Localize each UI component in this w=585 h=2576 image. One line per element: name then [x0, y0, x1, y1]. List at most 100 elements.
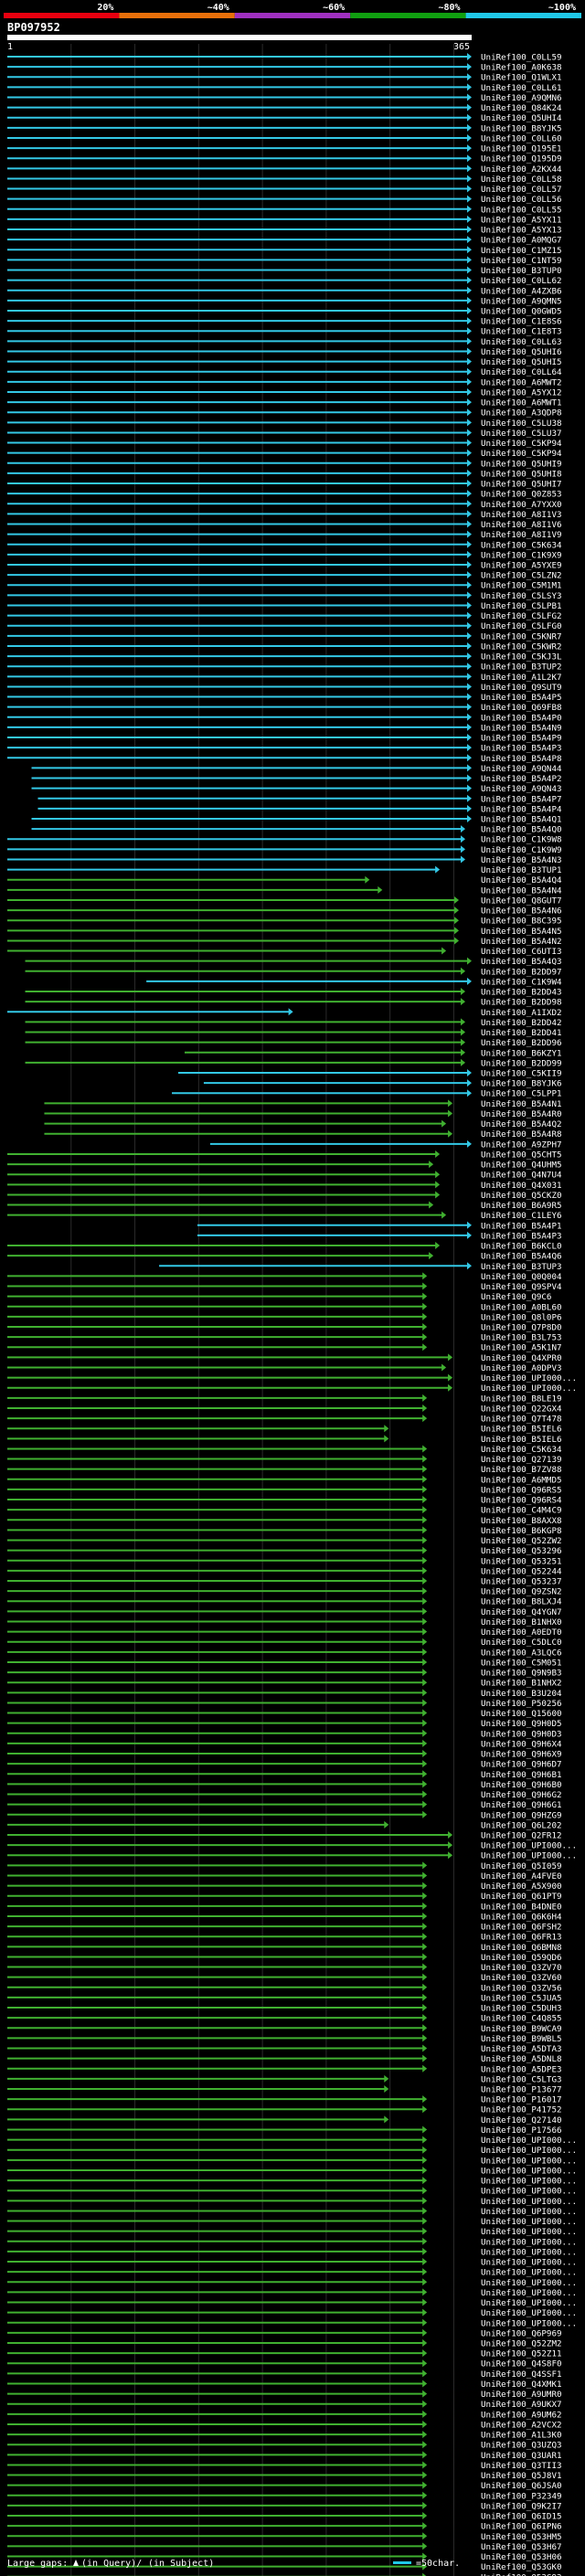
- hit-name[interactable]: UniRef100_B5A4P4: [481, 804, 562, 814]
- hit-name[interactable]: UniRef100_B2DD97: [481, 967, 562, 977]
- hit-name[interactable]: UniRef100_A0MQG7: [481, 236, 562, 246]
- hit-name[interactable]: UniRef100_Q2FR12: [481, 1831, 562, 1841]
- hit-name[interactable]: UniRef100_Q3TII3: [481, 2461, 562, 2471]
- hit-name[interactable]: UniRef100_P50256: [481, 1699, 562, 1709]
- hit-name[interactable]: UniRef100_B5A4P3: [481, 744, 562, 754]
- hit-name[interactable]: UniRef100_B5A4Q2: [481, 1119, 562, 1129]
- hit-name[interactable]: UniRef100_B8LXJ4: [481, 1597, 562, 1607]
- hit-name[interactable]: UniRef100_A5DNL8: [481, 2054, 562, 2064]
- hit-name[interactable]: UniRef100_A5X900: [481, 1882, 562, 1892]
- hit-name[interactable]: UniRef100_Q3UZQ3: [481, 2441, 562, 2451]
- hit-name[interactable]: UniRef100_A6MWT1: [481, 398, 562, 408]
- hit-name[interactable]: UniRef100_B3L753: [481, 1333, 562, 1343]
- hit-name[interactable]: UniRef100_B8YJK5: [481, 123, 562, 133]
- hit-name[interactable]: UniRef100_C5LPB1: [481, 601, 562, 611]
- hit-name[interactable]: UniRef100_C5DUH3: [481, 2004, 562, 2014]
- hit-name[interactable]: UniRef100_B2DD99: [481, 1058, 562, 1068]
- hit-name[interactable]: UniRef100_B5A4R8: [481, 1129, 562, 1140]
- hit-name[interactable]: UniRef100_B7ZV88: [481, 1465, 562, 1475]
- hit-name[interactable]: UniRef100_Q6FR13: [481, 1933, 562, 1943]
- hit-name[interactable]: UniRef100_C5LSY3: [481, 591, 562, 601]
- hit-name[interactable]: UniRef100_A5YX12: [481, 387, 562, 398]
- hit-name[interactable]: UniRef100_Q9C6: [481, 1292, 551, 1302]
- hit-name[interactable]: UniRef100_Q5UHI6: [481, 347, 562, 357]
- hit-name[interactable]: UniRef100_Q8GUT7: [481, 896, 562, 906]
- hit-name[interactable]: UniRef100_B5A4P9: [481, 734, 562, 744]
- hit-name[interactable]: UniRef100_Q53H06: [481, 2552, 562, 2562]
- hit-name[interactable]: UniRef100_A4ZXB6: [481, 286, 562, 296]
- hit-name[interactable]: UniRef100_UPI000...: [481, 2318, 577, 2328]
- hit-name[interactable]: UniRef100_B5A4Q6: [481, 1252, 562, 1262]
- hit-name[interactable]: UniRef100_A9QMN6: [481, 93, 562, 103]
- hit-name[interactable]: UniRef100_B5A4N6: [481, 906, 562, 917]
- hit-name[interactable]: UniRef100_UPI000...: [481, 2197, 577, 2207]
- hit-name[interactable]: UniRef100_Q4N7U4: [481, 1171, 562, 1181]
- hit-name[interactable]: UniRef100_Q9SPV4: [481, 1282, 562, 1292]
- hit-name[interactable]: UniRef100_Q4S8F0: [481, 2359, 562, 2369]
- hit-name[interactable]: UniRef100_Q9H6D7: [481, 1760, 562, 1770]
- hit-name[interactable]: UniRef100_UPI000...: [481, 2146, 577, 2156]
- hit-name[interactable]: UniRef100_C5LU37: [481, 429, 562, 439]
- hit-name[interactable]: UniRef100_Q53251: [481, 1556, 562, 1566]
- hit-name[interactable]: UniRef100_UPI000...: [481, 2288, 577, 2298]
- hit-name[interactable]: UniRef100_A9QMN5: [481, 296, 562, 306]
- hit-name[interactable]: UniRef100_Q5UHI9: [481, 459, 562, 469]
- hit-name[interactable]: UniRef100_C0LL56: [481, 195, 562, 205]
- hit-name[interactable]: UniRef100_Q52ZM2: [481, 2339, 562, 2349]
- hit-name[interactable]: UniRef100_A5K1N7: [481, 1343, 562, 1353]
- hit-name[interactable]: UniRef100_Q9H6X4: [481, 1739, 562, 1749]
- hit-name[interactable]: UniRef100_Q53HM5: [481, 2532, 562, 2542]
- hit-name[interactable]: UniRef100_Q3ZV60: [481, 1973, 562, 1983]
- hit-name[interactable]: UniRef100_C5DLC0: [481, 1638, 562, 1648]
- hit-name[interactable]: UniRef100_C0LL57: [481, 185, 562, 195]
- hit-name[interactable]: UniRef100_Q53296: [481, 1546, 562, 1556]
- hit-name[interactable]: UniRef100_C5K634: [481, 540, 562, 550]
- hit-name[interactable]: UniRef100_C5KP94: [481, 449, 562, 459]
- hit-name[interactable]: UniRef100_Q69FB8: [481, 703, 562, 713]
- hit-name[interactable]: UniRef100_B5A4P5: [481, 693, 562, 703]
- hit-name[interactable]: UniRef100_A5YX13: [481, 226, 562, 236]
- hit-name[interactable]: UniRef100_UPI000...: [481, 2268, 577, 2278]
- hit-name[interactable]: UniRef100_C5LZN2: [481, 571, 562, 581]
- hit-name[interactable]: UniRef100_C1K9W9: [481, 845, 562, 855]
- hit-name[interactable]: UniRef100_B1NHX2: [481, 1679, 562, 1689]
- hit-name[interactable]: UniRef100_Q53H67: [481, 2542, 562, 2552]
- hit-name[interactable]: UniRef100_Q4UHM5: [481, 1161, 562, 1171]
- hit-name[interactable]: UniRef100_Q9N9B3: [481, 1669, 562, 1679]
- hit-name[interactable]: UniRef100_A0BL60: [481, 1302, 562, 1312]
- hit-name[interactable]: UniRef100_B5A4Q1: [481, 815, 562, 825]
- hit-name[interactable]: UniRef100_Q4XPR0: [481, 1353, 562, 1363]
- hit-name[interactable]: UniRef100_UPI000...: [481, 2136, 577, 2146]
- hit-name[interactable]: UniRef100_B5IEL6: [481, 1435, 562, 1445]
- hit-name[interactable]: UniRef100_Q5UHI5: [481, 357, 562, 367]
- hit-name[interactable]: UniRef100_A5DPE3: [481, 2064, 562, 2074]
- hit-name[interactable]: UniRef100_B6KCL0: [481, 1242, 562, 1252]
- hit-name[interactable]: UniRef100_C5LFG2: [481, 611, 562, 621]
- hit-name[interactable]: UniRef100_C0LL64: [481, 367, 562, 377]
- hit-name[interactable]: UniRef100_P41752: [481, 2105, 562, 2115]
- hit-name[interactable]: UniRef100_Q52ZW2: [481, 1536, 562, 1546]
- hit-name[interactable]: UniRef100_B5A4Q0: [481, 825, 562, 835]
- hit-name[interactable]: UniRef100_UPI000...: [481, 2156, 577, 2166]
- hit-name[interactable]: UniRef100_Q53237: [481, 1577, 562, 1587]
- hit-name[interactable]: UniRef100_Q0Q004: [481, 1272, 562, 1282]
- hit-name[interactable]: UniRef100_B5A4P8: [481, 754, 562, 764]
- hit-name[interactable]: UniRef100_C0LL55: [481, 205, 562, 215]
- hit-name[interactable]: UniRef100_B5A4N3: [481, 855, 562, 865]
- hit-name[interactable]: UniRef100_B8AXX8: [481, 1516, 562, 1526]
- hit-name[interactable]: UniRef100_P13677: [481, 2085, 562, 2095]
- hit-name[interactable]: UniRef100_Q6ID15: [481, 2512, 562, 2522]
- hit-name[interactable]: UniRef100_Q96RS5: [481, 1485, 562, 1495]
- hit-name[interactable]: UniRef100_Q5J8V1: [481, 2471, 562, 2481]
- hit-name[interactable]: UniRef100_A9QN43: [481, 784, 562, 794]
- hit-name[interactable]: UniRef100_C5JUA5: [481, 1993, 562, 2003]
- hit-name[interactable]: UniRef100_Q195E1: [481, 144, 562, 154]
- hit-name[interactable]: UniRef100_A7YXX0: [481, 500, 562, 510]
- hit-name[interactable]: UniRef100_C5KNR7: [481, 631, 562, 641]
- hit-name[interactable]: UniRef100_Q53GK0: [481, 2562, 562, 2572]
- hit-name[interactable]: UniRef100_A9ZPH7: [481, 1140, 562, 1150]
- hit-name[interactable]: UniRef100_UPI000...: [481, 2308, 577, 2318]
- hit-name[interactable]: UniRef100_UPI000...: [481, 1383, 577, 1394]
- hit-name[interactable]: UniRef100_Q22GX4: [481, 1404, 562, 1414]
- hit-name[interactable]: UniRef100_A8I1V3: [481, 510, 562, 520]
